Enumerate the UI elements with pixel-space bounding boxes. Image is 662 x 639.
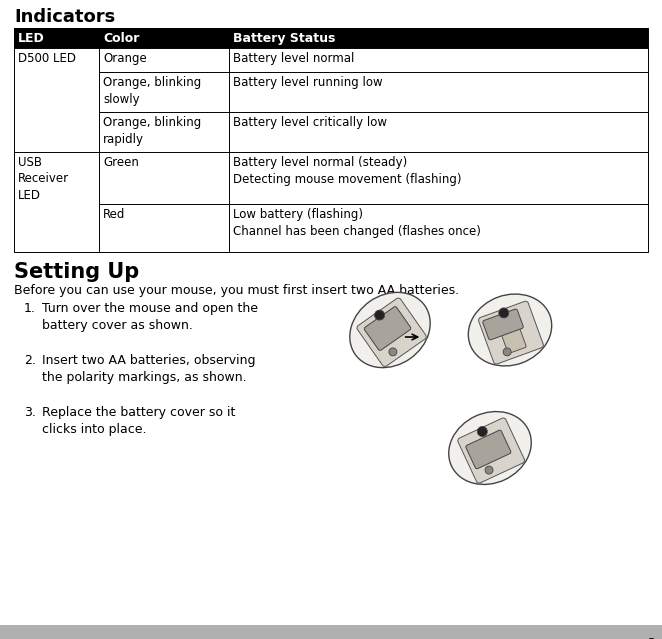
Text: Indicators: Indicators — [14, 8, 115, 26]
Circle shape — [477, 426, 487, 436]
FancyBboxPatch shape — [457, 418, 525, 483]
Bar — [14, 28, 648, 48]
Text: Before you can use your mouse, you must first insert two AA batteries.: Before you can use your mouse, you must … — [14, 284, 459, 297]
Text: Low battery (flashing)
Channel has been changed (flashes once): Low battery (flashing) Channel has been … — [233, 208, 481, 238]
Bar — [14, 112, 648, 152]
Text: Battery level normal: Battery level normal — [233, 52, 354, 65]
FancyBboxPatch shape — [357, 298, 426, 367]
Circle shape — [503, 348, 511, 356]
Text: Green: Green — [103, 156, 139, 169]
Text: Orange, blinking
slowly: Orange, blinking slowly — [103, 76, 201, 105]
Text: Orange: Orange — [103, 52, 147, 65]
Text: Replace the battery cover so it
clicks into place.: Replace the battery cover so it clicks i… — [42, 406, 236, 436]
Bar — [14, 48, 648, 72]
Text: Orange, blinking
rapidly: Orange, blinking rapidly — [103, 116, 201, 146]
Text: D500 LED: D500 LED — [18, 52, 76, 65]
Bar — [14, 72, 648, 112]
Text: 3.: 3. — [24, 406, 36, 419]
Circle shape — [498, 308, 509, 318]
FancyBboxPatch shape — [466, 430, 511, 469]
Text: Battery Status: Battery Status — [233, 32, 336, 45]
Text: Battery level critically low: Battery level critically low — [233, 116, 387, 129]
Circle shape — [389, 348, 397, 356]
Text: Color: Color — [103, 32, 140, 45]
Text: Turn over the mouse and open the
battery cover as shown.: Turn over the mouse and open the battery… — [42, 302, 258, 332]
Text: Insert two AA batteries, observing
the polarity markings, as shown.: Insert two AA batteries, observing the p… — [42, 354, 256, 384]
Circle shape — [485, 466, 493, 474]
Circle shape — [375, 310, 385, 320]
Text: USB
Receiver
LED: USB Receiver LED — [18, 156, 69, 202]
FancyBboxPatch shape — [479, 301, 544, 364]
Ellipse shape — [449, 412, 532, 484]
Text: Battery level running low: Battery level running low — [233, 76, 383, 89]
Text: Setting Up: Setting Up — [14, 262, 139, 282]
Text: 2.: 2. — [24, 354, 36, 367]
Bar — [14, 152, 648, 204]
Text: Red: Red — [103, 208, 125, 221]
Ellipse shape — [350, 293, 430, 367]
Text: LED: LED — [18, 32, 45, 45]
Bar — [14, 204, 648, 252]
Bar — [0, 625, 662, 639]
FancyBboxPatch shape — [483, 309, 523, 340]
FancyBboxPatch shape — [364, 307, 411, 350]
Ellipse shape — [468, 294, 551, 366]
Text: 1.: 1. — [24, 302, 36, 315]
FancyBboxPatch shape — [498, 318, 526, 353]
Text: 3: 3 — [647, 637, 655, 639]
Text: Battery level normal (steady)
Detecting mouse movement (flashing): Battery level normal (steady) Detecting … — [233, 156, 461, 185]
